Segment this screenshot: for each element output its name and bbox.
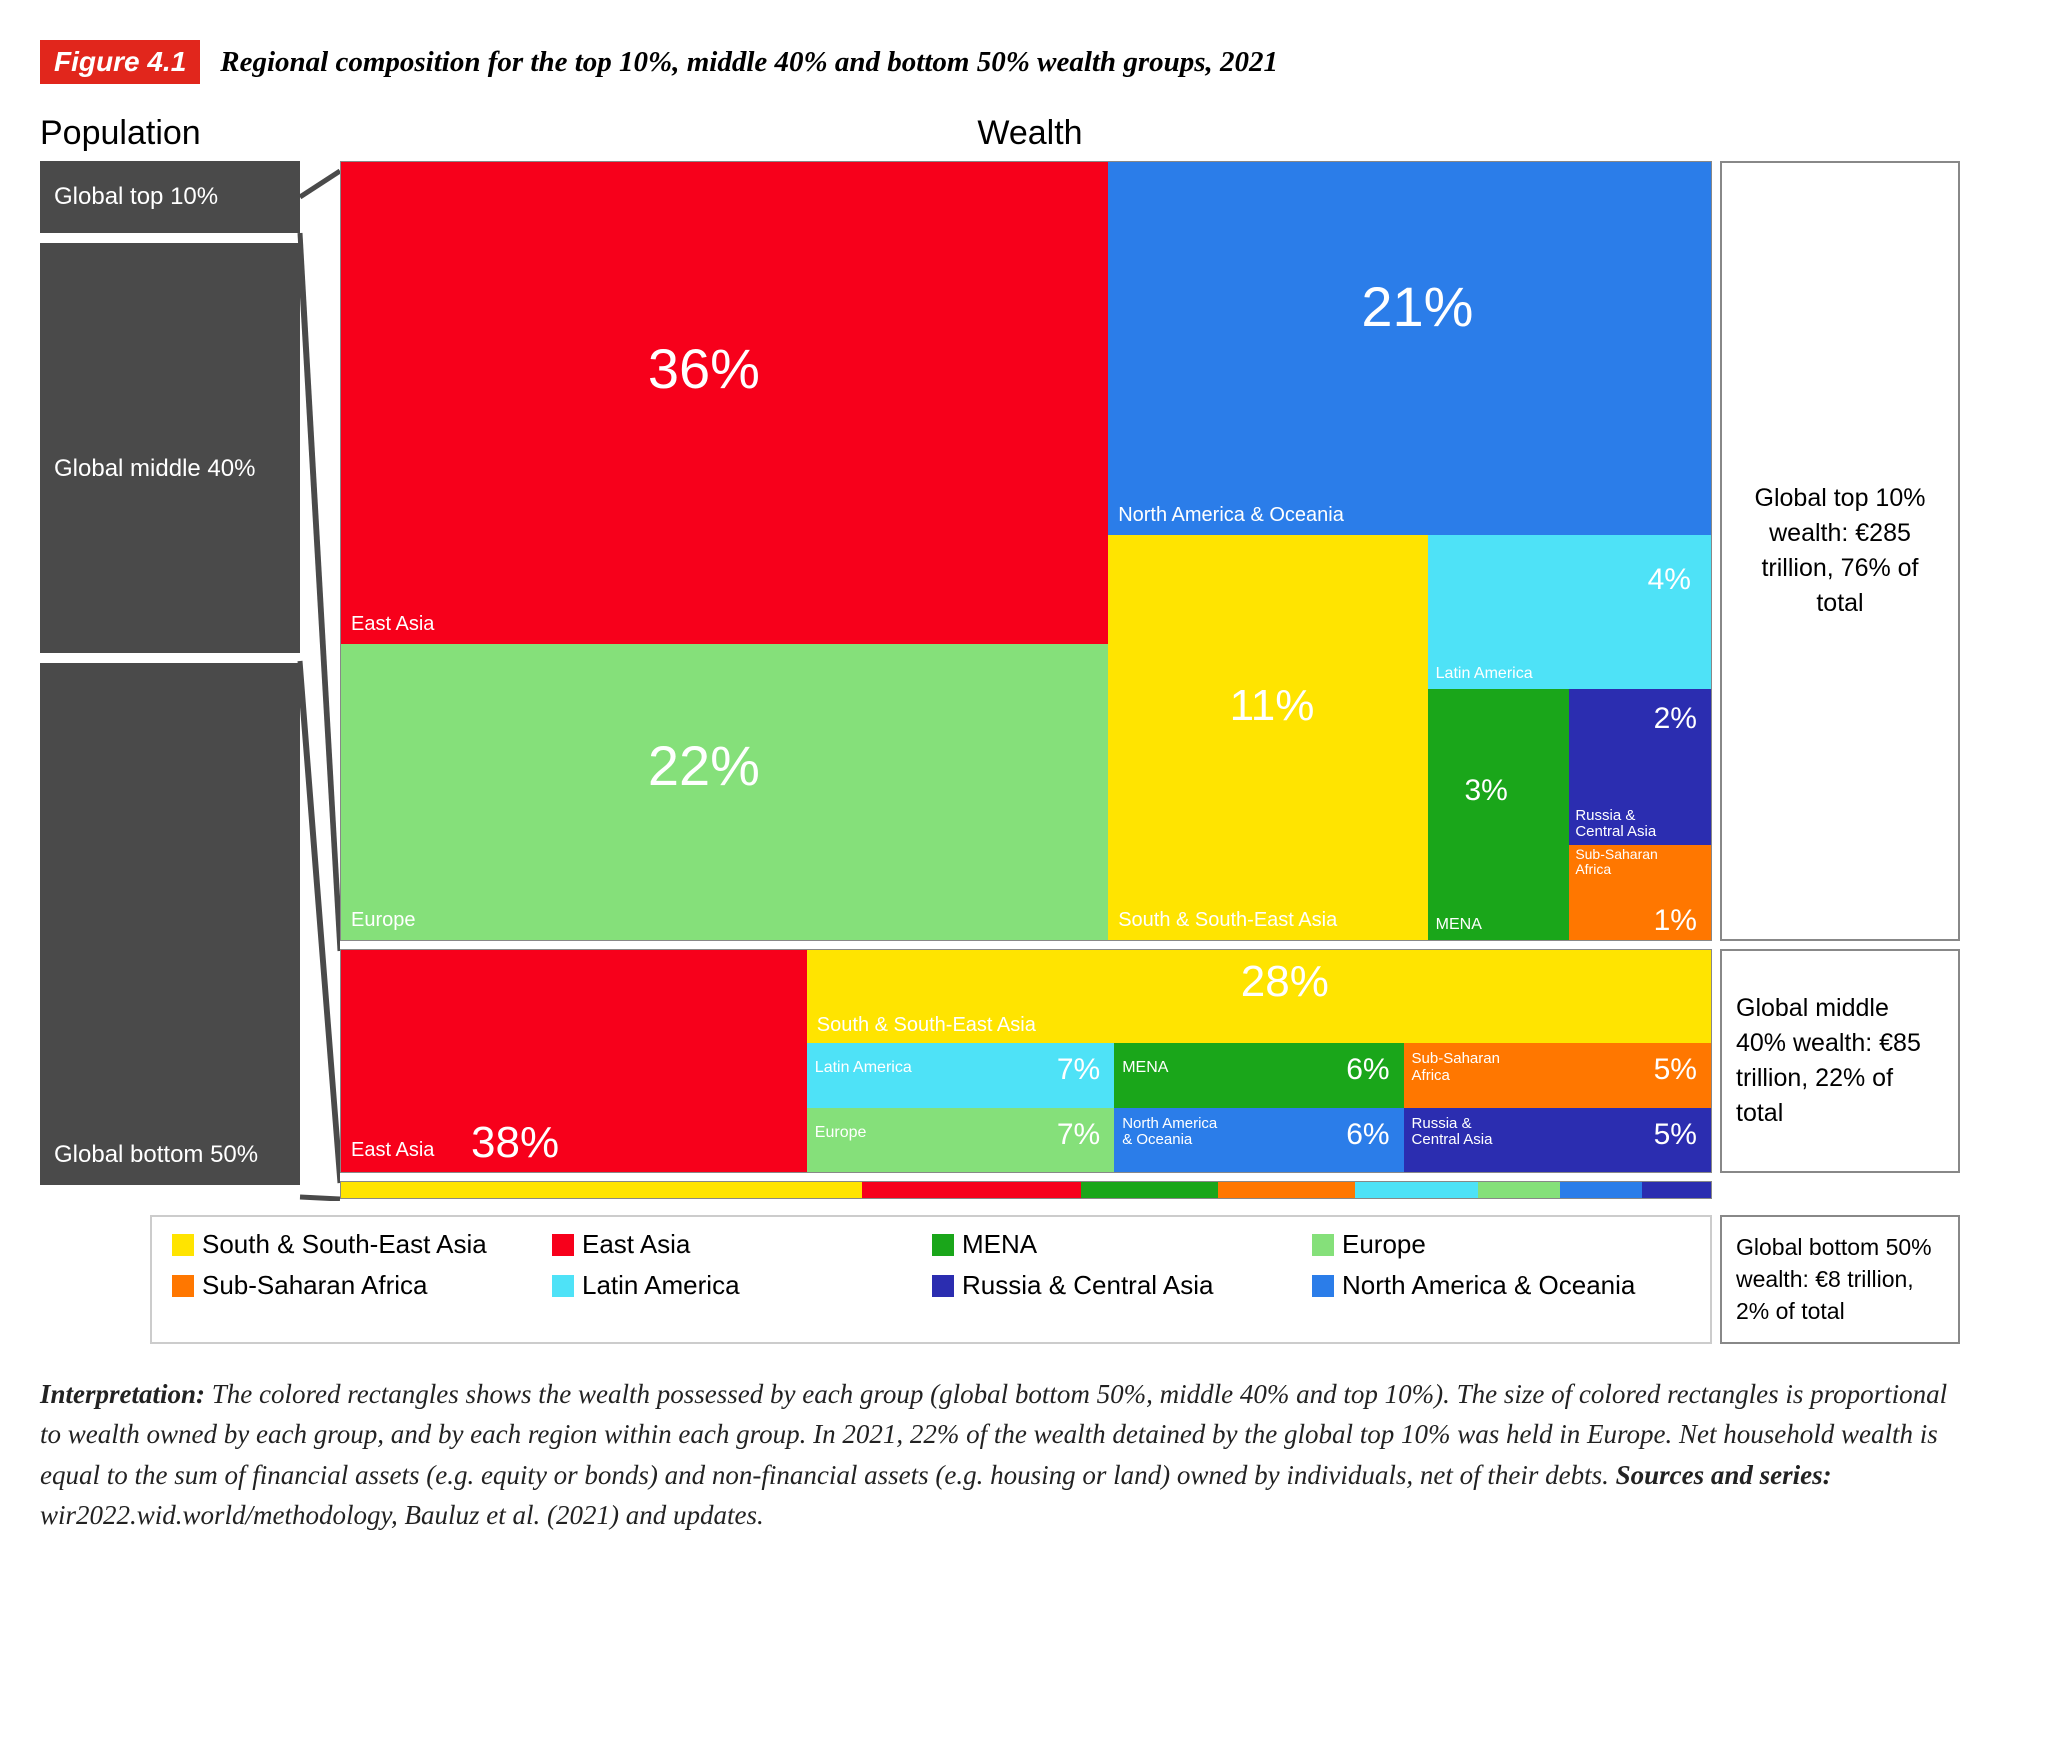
annotation-middle40: Global middle 40% wealth: €85 trillion, …: [1720, 949, 1960, 1173]
strip-s-se-asia: [341, 1182, 862, 1198]
strip-ss-africa: [1218, 1182, 1355, 1198]
legend-item-na-oceania: North America & Oceania: [1312, 1270, 1652, 1301]
pop-label-top10: Global top 10%: [54, 183, 218, 211]
annotation-top10: Global top 10% wealth: €285 trillion, 76…: [1720, 161, 1960, 941]
cell-top10-s-se-asia: 11% South & South-East Asia: [1108, 535, 1427, 940]
cell-top10-europe: 22% Europe: [341, 644, 1108, 940]
cell-top10-mena: 3% MENA: [1428, 689, 1570, 940]
legend-item-latin-am: Latin America: [552, 1270, 892, 1301]
wealth-header: Wealth: [340, 114, 1720, 153]
interpretation-lead: Interpretation:: [40, 1379, 205, 1409]
lbl-top10-east-asia: East Asia: [351, 613, 434, 636]
pct-top10-latin-am: 4%: [1648, 563, 1691, 597]
cell-mid40-mena: MENA 6%: [1114, 1043, 1403, 1107]
lbl-top10-na-oceania: North America & Oceania: [1118, 504, 1344, 527]
lbl-mid40-europe: Europe: [815, 1124, 867, 1142]
treemap-middle40: East Asia 38% South & South-East Asia 28…: [340, 949, 1712, 1173]
legend: South & South-East Asia East Asia MENA E…: [150, 1215, 1712, 1344]
pop-box-bottom50: Global bottom 50%: [40, 663, 300, 1185]
pop-label-middle40: Global middle 40%: [54, 455, 255, 483]
figure-header: Figure 4.1 Regional composition for the …: [40, 40, 1960, 84]
sources-body: wir2022.wid.world/methodology, Bauluz et…: [40, 1500, 764, 1530]
lbl-mid40-latin-am: Latin America: [815, 1059, 912, 1077]
legend-row: South & South-East Asia East Asia MENA E…: [40, 1215, 1960, 1344]
pct-mid40-s-se-asia: 28%: [1241, 957, 1329, 1007]
legend-item-ss-africa: Sub-Saharan Africa: [172, 1270, 512, 1301]
treemap-top10: 36% East Asia 22% Europe 21% North Ameri…: [340, 161, 1712, 941]
pct-mid40-mena: 6%: [1346, 1053, 1389, 1087]
pct-mid40-ss-africa: 5%: [1654, 1053, 1697, 1087]
chart-body: Global top 10% Global middle 40% Global …: [40, 161, 1960, 1207]
pop-label-bottom50: Global bottom 50%: [54, 1141, 258, 1169]
cell-mid40-europe: Europe 7%: [807, 1108, 1114, 1172]
pct-mid40-europe: 7%: [1057, 1118, 1100, 1152]
population-column: Global top 10% Global middle 40% Global …: [40, 161, 340, 1201]
pct-top10-s-se-asia: 11%: [1230, 681, 1315, 731]
strip-latin-am: [1355, 1182, 1478, 1198]
strip-mena: [1081, 1182, 1218, 1198]
strip-east-asia: [862, 1182, 1081, 1198]
annotation-bottom50-col: Global bottom 50% wealth: €8 trillion, 2…: [1720, 1215, 1960, 1344]
interpretation: Interpretation: The colored rectangles s…: [40, 1374, 1960, 1536]
pct-mid40-east-asia: 38%: [471, 1118, 559, 1168]
cell-mid40-na-oceania: North America& Oceania 6%: [1114, 1108, 1403, 1172]
cell-mid40-russia-ca: Russia &Central Asia 5%: [1404, 1108, 1711, 1172]
cell-top10-na-oceania: 21% North America & Oceania: [1108, 162, 1711, 535]
lbl-mid40-mena: MENA: [1122, 1059, 1168, 1077]
pct-top10-russia-ca: 2%: [1654, 702, 1697, 736]
pct-mid40-latin-am: 7%: [1057, 1053, 1100, 1087]
pct-top10-east-asia: 36%: [648, 336, 760, 401]
pct-top10-ss-africa: 1%: [1654, 904, 1697, 938]
legend-item-east-asia: East Asia: [552, 1229, 892, 1260]
lbl-top10-europe: Europe: [351, 909, 416, 932]
strip-europe: [1478, 1182, 1560, 1198]
pct-mid40-russia-ca: 5%: [1654, 1118, 1697, 1152]
population-header: Population: [40, 114, 340, 153]
wealth-column: 36% East Asia 22% Europe 21% North Ameri…: [340, 161, 1712, 1207]
lbl-mid40-east-asia: East Asia: [351, 1139, 434, 1162]
cell-mid40-latin-am: Latin America 7%: [807, 1043, 1114, 1107]
pct-top10-mena: 3%: [1464, 774, 1507, 808]
pop-box-middle40: Global middle 40%: [40, 243, 300, 653]
pop-box-top10: Global top 10%: [40, 161, 300, 233]
annotation-middle40-text: Global middle 40% wealth: €85 trillion, …: [1736, 991, 1944, 1131]
cell-top10-latin-am: 4% Latin America: [1428, 535, 1711, 689]
legend-item-russia-ca: Russia & Central Asia: [932, 1270, 1272, 1301]
cell-top10-east-asia: 36% East Asia: [341, 162, 1108, 644]
lbl-mid40-s-se-asia: South & South-East Asia: [817, 1014, 1036, 1037]
lbl-top10-s-se-asia: South & South-East Asia: [1118, 909, 1337, 932]
cell-mid40-s-se-asia: South & South-East Asia 28%: [807, 950, 1711, 1043]
strip-na-oceania: [1560, 1182, 1642, 1198]
figure-badge: Figure 4.1: [40, 40, 200, 84]
pct-top10-na-oceania: 21%: [1361, 274, 1473, 339]
lbl-top10-latin-am: Latin America: [1436, 665, 1533, 683]
figure-title: Regional composition for the top 10%, mi…: [220, 46, 1278, 79]
column-headers: Population Wealth: [40, 114, 1960, 153]
annotation-top10-text: Global top 10% wealth: €285 trillion, 76…: [1736, 481, 1944, 621]
pct-top10-europe: 22%: [648, 733, 760, 798]
pct-mid40-na-oceania: 6%: [1346, 1118, 1389, 1152]
annotation-column: Global top 10% wealth: €285 trillion, 76…: [1720, 161, 1960, 1207]
legend-item-mena: MENA: [932, 1229, 1272, 1260]
cell-mid40-ss-africa: Sub-SaharanAfrica 5%: [1404, 1043, 1711, 1107]
annotation-bottom50: Global bottom 50% wealth: €8 trillion, 2…: [1720, 1215, 1960, 1344]
legend-line-2: Sub-Saharan Africa Latin America Russia …: [172, 1270, 1690, 1301]
legend-item-europe: Europe: [1312, 1229, 1652, 1260]
cell-mid40-east-asia: East Asia 38%: [341, 950, 807, 1172]
treemap-bottom50: [340, 1181, 1712, 1199]
cell-top10-ss-africa: Sub-SaharanAfrica 1%: [1569, 845, 1711, 940]
legend-line-1: South & South-East Asia East Asia MENA E…: [172, 1229, 1690, 1260]
legend-item-s-se-asia: South & South-East Asia: [172, 1229, 512, 1260]
lbl-top10-mena: MENA: [1436, 916, 1482, 934]
strip-russia-ca: [1642, 1182, 1711, 1198]
sources-lead: Sources and series:: [1616, 1460, 1832, 1490]
annotation-bottom50-text: Global bottom 50% wealth: €8 trillion, 2…: [1736, 1231, 1944, 1328]
cell-top10-russia-ca: 2% Russia &Central Asia: [1569, 689, 1711, 845]
figure-container: Figure 4.1 Regional composition for the …: [40, 40, 1960, 1536]
